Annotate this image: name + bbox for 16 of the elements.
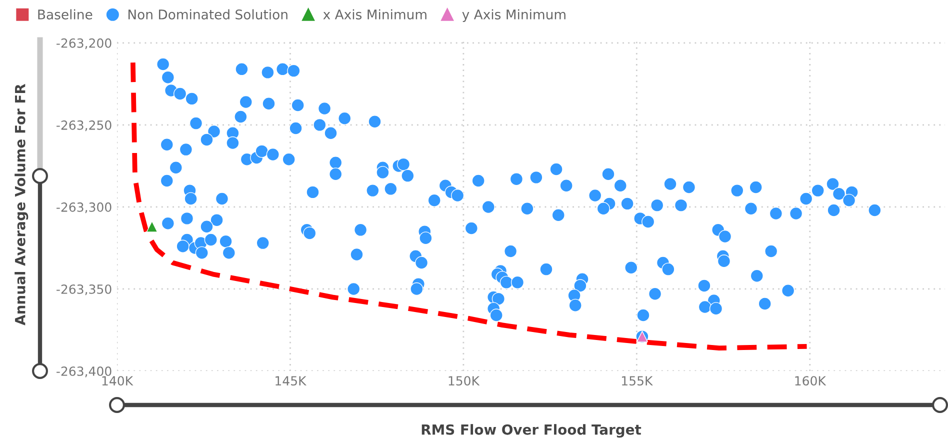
x-tick-label: 160K [795, 376, 826, 386]
x-tick-label: 140K [102, 376, 134, 386]
y-tick-label: -263,200 [56, 38, 112, 50]
y-axis-title: Annual Average Volume For FR [14, 84, 28, 326]
legend-label: x Axis Minimum [323, 9, 426, 20]
y-tick-label: -263,350 [56, 284, 112, 296]
x-tick-label: 155K [622, 376, 653, 386]
legend-label: Non Dominated Solution [128, 9, 288, 20]
y-tick-label: -263,300 [56, 202, 112, 214]
legend-label: Baseline [38, 9, 92, 20]
x-tick-label: 145K [276, 376, 307, 386]
legend-label: y Axis Minimum [462, 9, 566, 22]
y-tick-label: -263,400 [56, 366, 112, 378]
x-axis-title: RMS Flow Over Flood Target [422, 424, 642, 438]
y-tick-label: -263,250 [56, 120, 112, 132]
x-tick-label: 150K [448, 376, 480, 386]
